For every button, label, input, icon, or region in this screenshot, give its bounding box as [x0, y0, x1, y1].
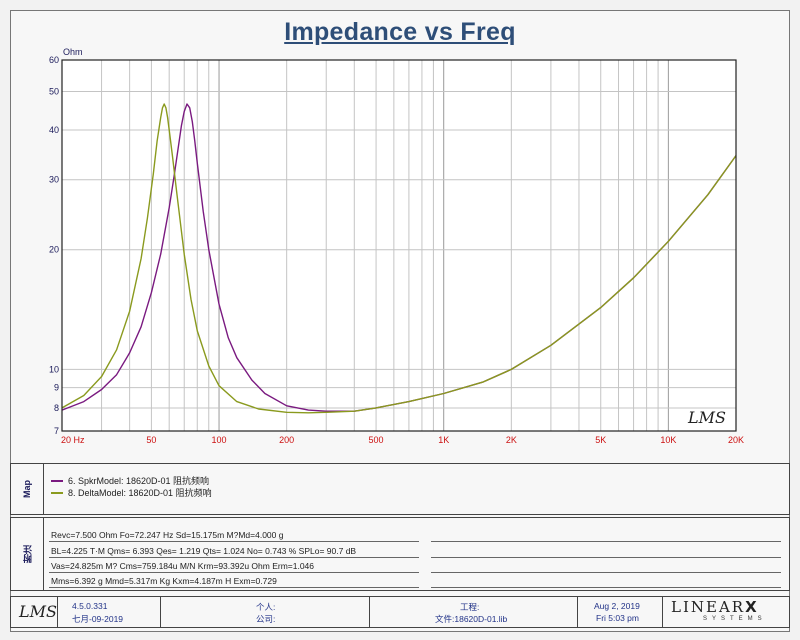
- x-tick-label: 500: [369, 435, 384, 445]
- y-tick-label: 9: [54, 383, 59, 393]
- x-tick-label: 2K: [506, 435, 517, 445]
- y-axis-label: Ohm: [63, 47, 83, 57]
- time: Fri 5:03 pm: [596, 613, 639, 623]
- map-tab[interactable]: Map: [11, 464, 44, 514]
- y-tick-label: 50: [49, 86, 59, 96]
- footer-logo-cell: LMS: [11, 597, 58, 627]
- axis-ticks: 20 Hz 50 100 200 500 1K 2K 5K 10K 20K 7 8 9 10 20 30 40 5…: [49, 55, 744, 445]
- footer-brand-cell: LINEARX SYSTEMS: [663, 597, 788, 627]
- legend-item-delta[interactable]: 8. DeltaModel: 18620D-01 阻抗频响: [51, 486, 212, 499]
- param-row: Revc=7.500 Ohm Fo=72.247 Hz Sd=15.175m M…: [51, 530, 284, 540]
- grid: [61, 59, 737, 432]
- company-label: 公司:: [256, 614, 276, 624]
- y-tick-label: 10: [49, 364, 59, 374]
- divider: [431, 557, 781, 558]
- legend-swatch: [51, 479, 63, 482]
- lms-logo: LMS: [19, 602, 57, 621]
- y-tick-label: 60: [49, 55, 59, 65]
- x-tick-label: 50: [146, 435, 156, 445]
- divider: [49, 587, 419, 588]
- version: 4.5.0.331: [72, 601, 108, 611]
- footer-date-cell: Aug 2, 2019 Fri 5:03 pm: [578, 597, 663, 627]
- plot-background: [62, 60, 736, 431]
- x-tick-label: 10K: [660, 435, 676, 445]
- date: Aug 2, 2019: [594, 601, 640, 611]
- footer-bar: LMS 4.5.0.331 七月-09-2019 个人: 公司: 工程: 文件:…: [10, 596, 790, 628]
- y-tick-label: 20: [49, 245, 59, 255]
- release-date: 七月-09-2019: [72, 614, 124, 624]
- series-lines: [61, 103, 737, 414]
- brand-sub: SYSTEMS: [703, 616, 767, 622]
- parameters-panel: 附注 Revc=7.500 Ohm Fo=72.247 Hz Sd=15.175…: [10, 517, 790, 591]
- x-tick-label: 100: [212, 435, 227, 445]
- divider: [431, 541, 781, 542]
- legend-item-spkr[interactable]: 6. SpkrModel: 18620D-01 阻抗频响: [51, 474, 209, 487]
- x-tick-label: 20 Hz: [61, 435, 85, 445]
- chart-title: Impedance vs Freq: [284, 18, 516, 46]
- footer-version-cell: 4.5.0.331 七月-09-2019: [58, 597, 161, 627]
- y-tick-label: 7: [54, 426, 59, 436]
- plot-frame: [61, 59, 737, 432]
- x-tick-label: 20K: [728, 435, 744, 445]
- legend-label: 6. SpkrModel: 18620D-01 阻抗频响: [68, 476, 210, 486]
- divider: [49, 541, 419, 542]
- footer-project-cell: 工程: 文件:18620D-01.lib: [370, 597, 578, 627]
- x-tick-label: 1K: [438, 435, 449, 445]
- legend-swatch: [51, 491, 63, 494]
- legend-panel: Map 6. SpkrModel: 18620D-01 阻抗频响 8. Delt…: [10, 463, 790, 515]
- personal-label: 个人:: [256, 602, 276, 612]
- brand-logo: LINEARX: [671, 598, 759, 616]
- y-tick-label: 40: [49, 125, 59, 135]
- x-tick-label: 200: [279, 435, 294, 445]
- param-row: BL=4.225 T·M Qms= 6.393 Qes= 1.219 Qts= …: [51, 546, 357, 556]
- legend-label: 8. DeltaModel: 18620D-01 阻抗频响: [68, 488, 212, 498]
- file-label: 文件:18620D-01.lib: [435, 614, 508, 624]
- lms-watermark: LMS: [687, 408, 726, 427]
- param-row: Mms=6.392 g Mmd=5.317m Kg Kxm=4.187m H E…: [51, 576, 277, 586]
- divider: [49, 572, 419, 573]
- series-line-delta-model: [61, 103, 737, 414]
- footer-owner-cell: 个人: 公司:: [161, 597, 370, 627]
- divider: [49, 557, 419, 558]
- x-tick-label: 5K: [595, 435, 606, 445]
- y-tick-label: 30: [49, 175, 59, 185]
- param-row: Vas=24.825m M? Cms=759.184u M/N Krm=93.3…: [51, 561, 315, 571]
- impedance-chart: 20 Hz 50 100 200 500 1K 2K 5K 10K 20K 7 8 9 10 20 30 40 5…: [49, 47, 744, 445]
- divider: [431, 587, 781, 588]
- y-tick-label: 8: [54, 403, 59, 413]
- notes-tab[interactable]: 附注: [11, 518, 44, 590]
- divider: [431, 572, 781, 573]
- project-label: 工程:: [460, 602, 480, 612]
